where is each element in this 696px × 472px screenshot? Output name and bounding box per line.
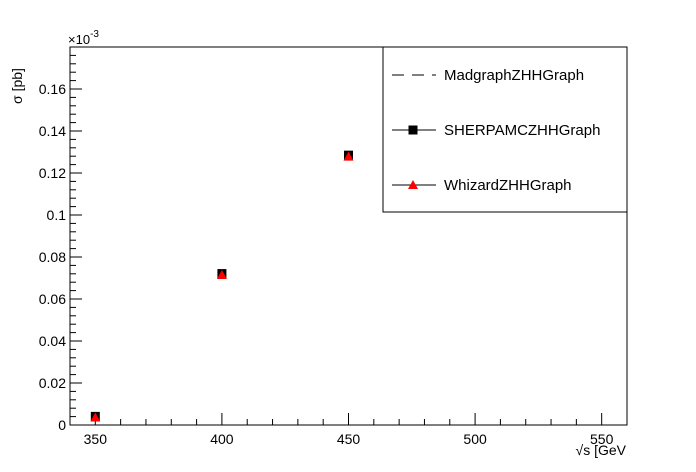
data-point-triangle [90,412,101,422]
x-tick-label: 400 [210,431,234,447]
data-markers [90,150,354,422]
y-tick-label: 0.14 [39,123,66,139]
y-tick-label: 0.1 [47,207,67,223]
x-tick-label: 450 [337,431,361,447]
legend-label: SHERPAMCZHHGraph [444,122,600,139]
y-axis: 0 0.02 0.04 0.06 0.08 0.1 0.12 0.14 0.16 [39,46,82,433]
legend-entry: SHERPAMCZHHGraph [392,122,600,139]
y-tick-label: 0.02 [39,375,66,391]
legend-label: WhizardZHHGraph [444,177,572,194]
legend-triangle-marker [408,180,418,189]
y-tick-label: 0.16 [39,81,66,97]
x-axis-label: √s [GeV [576,442,627,458]
y-tick-label: 0.04 [39,333,66,349]
y-tick-label: 0 [58,417,66,433]
y-tick-label: 0.08 [39,249,66,265]
y-tick-label: 0.12 [39,165,66,181]
legend-square-marker [408,125,418,135]
y-tick-label: 0.06 [39,291,66,307]
x-tick-label: 350 [84,431,108,447]
y-axis-label: σ [pb] [9,68,25,104]
x-tick-label: 500 [463,431,487,447]
x-tick-label: 550 [590,431,614,447]
legend: MadgraphZHHGraph SHERPAMCZHHGraph WhizardZ… [382,46,628,213]
x-axis: 350 400 450 500 550 [69,413,628,447]
y-axis-multiplier: ×10-3 [68,29,99,47]
legend-entry: MadgraphZHHGraph [392,67,584,84]
data-point-triangle [216,270,227,280]
legend-label: MadgraphZHHGraph [444,67,584,84]
data-point-triangle [343,151,354,161]
legend-entry: WhizardZHHGraph [392,177,572,194]
